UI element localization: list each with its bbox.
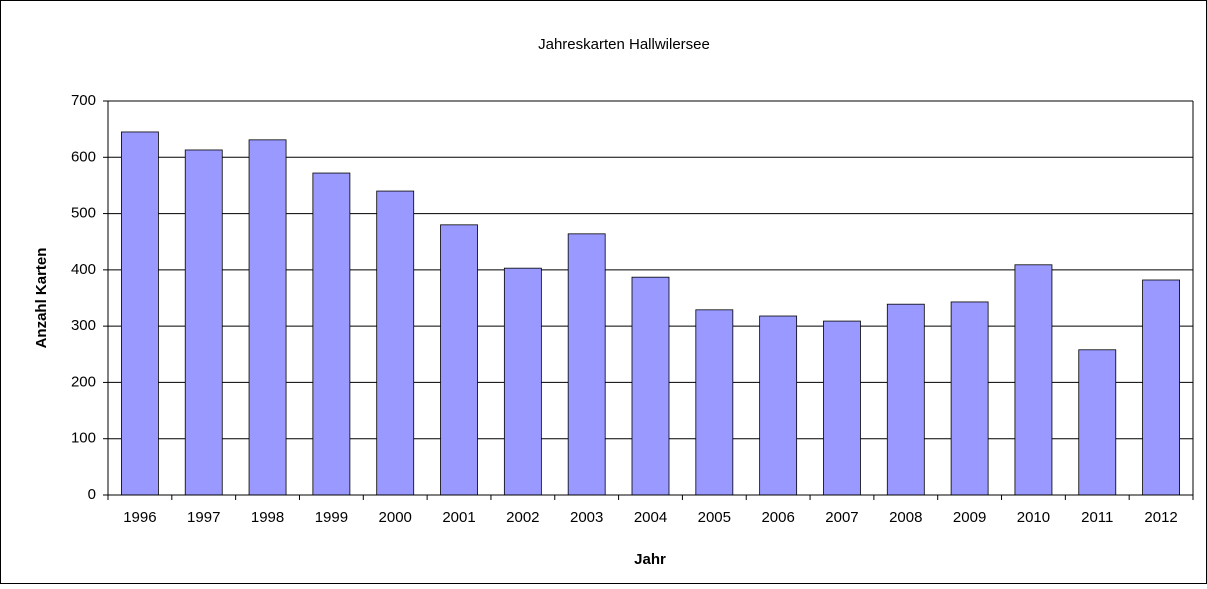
chart-title: Jahreskarten Hallwilersee [538, 36, 710, 53]
y-tick-label: 600 [71, 148, 96, 165]
x-tick-label: 2002 [506, 509, 539, 526]
x-tick-label: 1997 [187, 509, 220, 526]
bar [759, 315, 798, 496]
bar [184, 149, 223, 496]
y-tick-label: 0 [88, 486, 96, 503]
x-tick-label: 1998 [251, 509, 284, 526]
bar [567, 233, 606, 496]
x-tick-label: 2004 [634, 509, 667, 526]
x-axis-title: Jahr [634, 551, 666, 568]
x-tick-label: 2010 [1017, 509, 1050, 526]
bar [823, 320, 861, 496]
bar [886, 303, 925, 496]
x-tick-label: 2008 [889, 509, 922, 526]
x-tick-label: 2009 [953, 509, 986, 526]
bar [503, 267, 542, 496]
x-tick-label: 1996 [123, 509, 156, 526]
bar [950, 301, 989, 496]
bar [440, 224, 478, 496]
x-tick-label: 2011 [1081, 509, 1113, 526]
x-tick-label: 2007 [825, 509, 858, 526]
x-tick-label: 2005 [698, 509, 731, 526]
y-tick-label: 200 [71, 373, 96, 390]
bar [121, 131, 159, 496]
bar [376, 190, 415, 496]
y-tick-label: 700 [71, 92, 96, 109]
y-tick-label: 500 [71, 205, 96, 222]
x-tick-label: 2012 [1144, 509, 1177, 526]
y-tick-label: 400 [71, 261, 96, 278]
bar [248, 139, 287, 496]
x-tick-label: 1999 [315, 509, 348, 526]
bar [1014, 264, 1053, 496]
bar [695, 309, 734, 496]
y-tick-label: 300 [71, 317, 96, 334]
y-axis-title: Anzahl Karten [33, 248, 50, 349]
x-tick-label: 2003 [570, 509, 603, 526]
x-tick-label: 2000 [379, 509, 412, 526]
bar [631, 276, 670, 496]
x-tick-label: 2006 [761, 509, 794, 526]
bar [312, 172, 351, 496]
y-tick-label: 100 [71, 430, 96, 447]
x-tick-label: 2001 [442, 509, 475, 526]
bar [1142, 279, 1180, 496]
bar [1078, 349, 1117, 496]
